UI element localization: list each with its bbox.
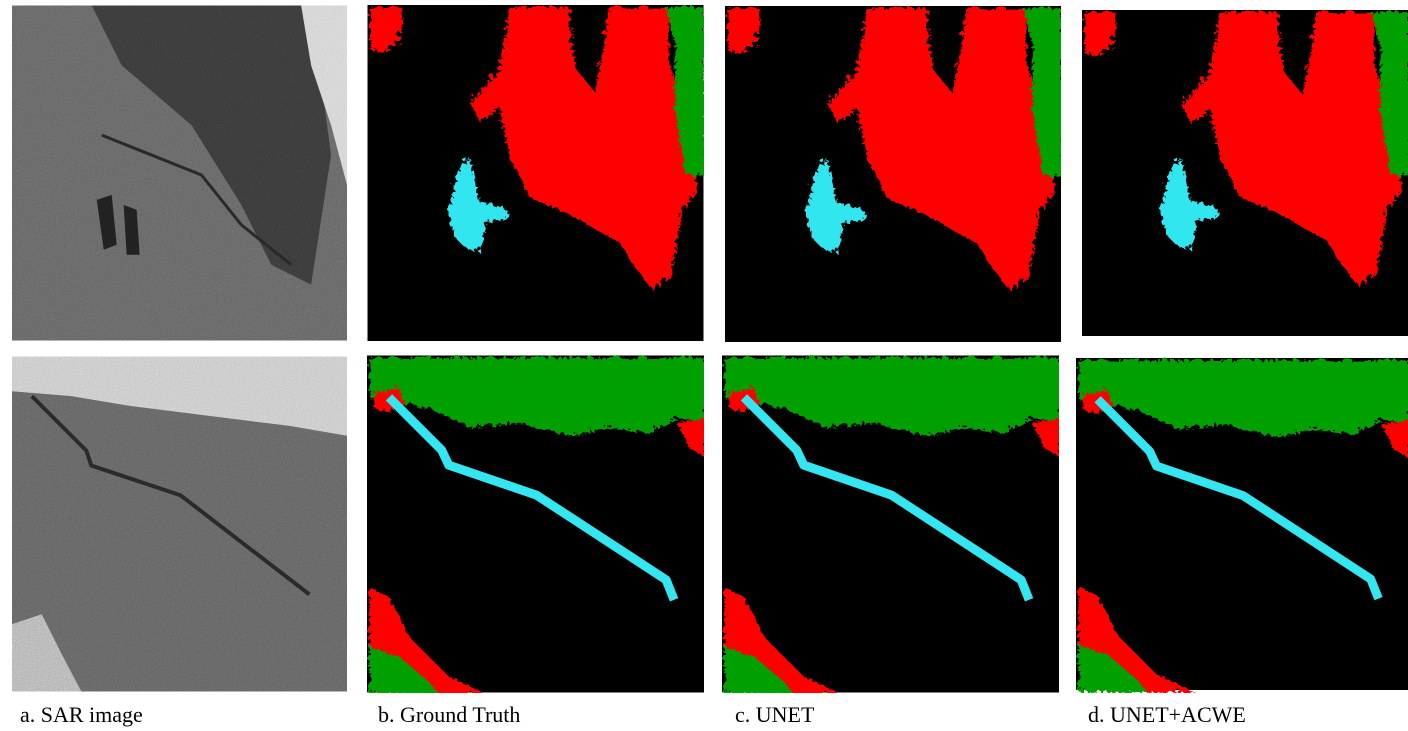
panel-unet-acwe xyxy=(1076,10,1408,690)
caption: a. SAR image xyxy=(20,702,143,727)
caption: c. UNET xyxy=(735,702,815,727)
sar-image xyxy=(12,355,347,693)
segmentation xyxy=(1076,358,1408,690)
sar-image xyxy=(12,5,347,341)
segmentation xyxy=(367,356,704,693)
panel-sar xyxy=(12,5,347,693)
panel-ground-truth xyxy=(367,5,704,693)
segmentation xyxy=(725,6,1061,342)
segmentation xyxy=(722,356,1059,693)
panel-unet xyxy=(722,6,1061,693)
caption: d. UNET+ACWE xyxy=(1088,702,1246,727)
segmentation xyxy=(1082,10,1408,336)
caption: b. Ground Truth xyxy=(378,702,520,727)
segmentation xyxy=(368,5,704,341)
